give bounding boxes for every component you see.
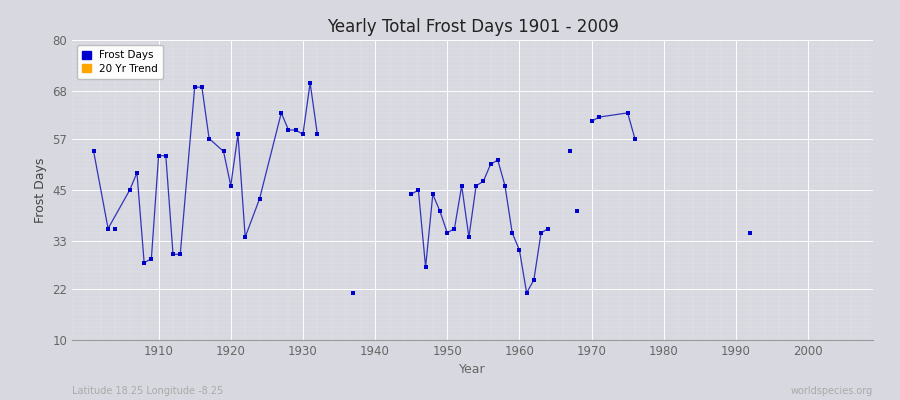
Text: worldspecies.org: worldspecies.org — [791, 386, 873, 396]
Legend: Frost Days, 20 Yr Trend: Frost Days, 20 Yr Trend — [77, 45, 163, 79]
Title: Yearly Total Frost Days 1901 - 2009: Yearly Total Frost Days 1901 - 2009 — [327, 18, 618, 36]
X-axis label: Year: Year — [459, 364, 486, 376]
Y-axis label: Frost Days: Frost Days — [33, 157, 47, 223]
Text: Latitude 18.25 Longitude -8.25: Latitude 18.25 Longitude -8.25 — [72, 386, 223, 396]
